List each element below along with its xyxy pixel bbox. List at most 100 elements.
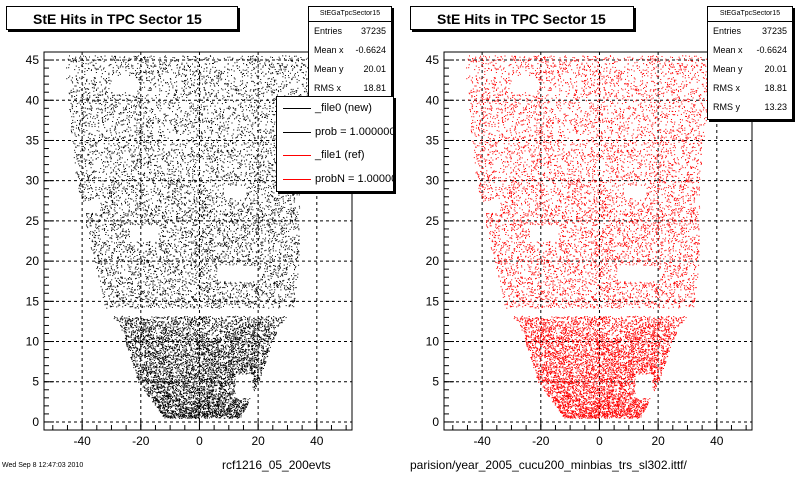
data-point	[108, 256, 110, 258]
data-point	[247, 345, 249, 347]
data-point	[129, 245, 131, 247]
data-point	[78, 145, 80, 147]
data-point	[106, 148, 108, 150]
data-point	[204, 359, 206, 361]
data-point	[234, 219, 236, 221]
data-point	[250, 336, 252, 337]
data-point	[259, 330, 261, 331]
data-point	[98, 219, 100, 221]
data-point	[141, 193, 143, 195]
data-point	[195, 335, 197, 337]
data-point	[205, 339, 207, 341]
data-point	[194, 388, 196, 390]
data-point	[179, 345, 180, 347]
data-point	[187, 170, 189, 171]
data-point	[147, 344, 149, 346]
data-point	[246, 115, 248, 117]
data-point	[163, 240, 165, 242]
data-point	[237, 330, 239, 332]
data-point	[204, 294, 206, 296]
data-point	[259, 235, 260, 237]
data-point	[146, 318, 148, 320]
data-point	[237, 238, 239, 240]
data-point	[252, 381, 254, 383]
data-point	[153, 367, 155, 369]
data-point	[135, 352, 137, 354]
data-point	[192, 232, 193, 234]
data-point	[168, 366, 170, 368]
data-point	[134, 330, 136, 332]
data-point	[118, 244, 120, 246]
data-point	[199, 272, 201, 273]
data-point	[213, 369, 214, 371]
data-point	[154, 277, 156, 279]
data-point	[173, 97, 175, 99]
data-point	[279, 224, 281, 226]
data-point	[203, 390, 205, 392]
data-point	[149, 363, 151, 365]
data-point	[232, 364, 234, 366]
data-point	[265, 333, 267, 335]
data-point	[120, 226, 122, 228]
data-point	[227, 213, 228, 215]
data-point	[104, 211, 105, 213]
data-point	[249, 349, 251, 351]
data-point	[147, 260, 149, 261]
data-point	[185, 348, 187, 350]
data-point	[166, 197, 168, 199]
data-point	[244, 407, 246, 409]
data-point	[296, 227, 298, 229]
data-point	[296, 253, 297, 255]
data-point	[118, 168, 120, 170]
data-point	[144, 322, 146, 323]
data-point	[129, 271, 131, 273]
data-point	[139, 201, 141, 203]
data-point	[160, 246, 162, 248]
data-point	[248, 146, 250, 148]
data-point	[152, 135, 154, 137]
data-point	[141, 319, 143, 321]
data-point	[281, 225, 283, 227]
data-point	[224, 354, 226, 356]
data-point	[209, 85, 211, 87]
data-point	[215, 300, 217, 302]
data-point	[199, 87, 201, 89]
data-point	[157, 209, 159, 211]
data-point	[221, 350, 222, 352]
data-point	[194, 264, 196, 266]
data-point	[187, 342, 189, 344]
data-point	[76, 154, 78, 155]
data-point	[163, 236, 165, 237]
data-point	[234, 378, 236, 380]
data-point	[257, 345, 259, 347]
data-point	[193, 82, 195, 84]
data-point	[139, 299, 141, 301]
data-point	[120, 324, 121, 326]
data-point	[141, 104, 143, 106]
data-point	[273, 130, 275, 132]
data-point	[137, 317, 139, 319]
data-point	[194, 332, 196, 334]
data-point	[211, 80, 213, 82]
data-point	[146, 259, 148, 261]
data-point	[213, 57, 214, 59]
data-point	[168, 388, 170, 390]
data-point	[167, 404, 169, 406]
data-point	[236, 364, 238, 366]
data-point	[209, 252, 211, 254]
data-point	[204, 322, 206, 323]
data-point	[173, 143, 175, 145]
data-point	[246, 325, 248, 327]
data-point	[252, 372, 253, 374]
data-point	[122, 306, 124, 308]
data-point	[295, 192, 297, 194]
data-point	[244, 99, 246, 100]
data-point	[292, 210, 294, 212]
data-point	[227, 392, 229, 394]
data-point	[158, 258, 160, 260]
data-point	[196, 415, 198, 417]
data-point	[182, 288, 184, 290]
data-point	[94, 177, 96, 179]
data-point	[82, 197, 84, 199]
data-point	[183, 369, 184, 371]
